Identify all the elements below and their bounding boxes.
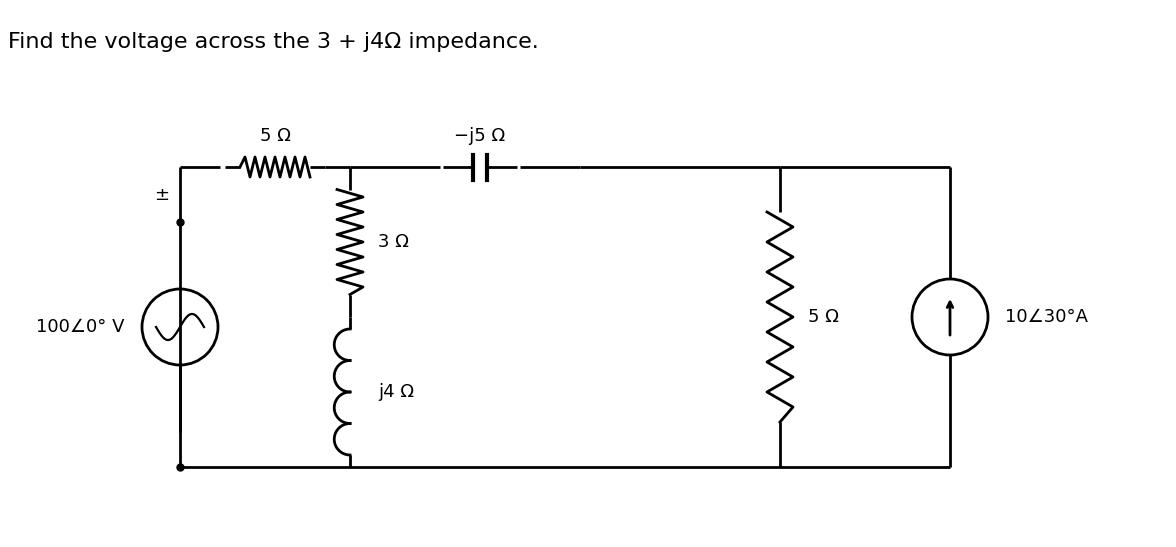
Text: −j5 Ω: −j5 Ω xyxy=(454,127,506,145)
Text: 10∠30°A: 10∠30°A xyxy=(1005,308,1088,326)
Text: 3 Ω: 3 Ω xyxy=(377,233,409,251)
Text: j4 Ω: j4 Ω xyxy=(377,383,414,401)
Text: 5 Ω: 5 Ω xyxy=(808,308,838,326)
Text: ±: ± xyxy=(154,186,169,204)
Text: Find the voltage across the 3 + j4Ω impedance.: Find the voltage across the 3 + j4Ω impe… xyxy=(8,32,539,52)
Text: 5 Ω: 5 Ω xyxy=(260,127,290,145)
Text: 100∠0° V: 100∠0° V xyxy=(36,318,125,336)
